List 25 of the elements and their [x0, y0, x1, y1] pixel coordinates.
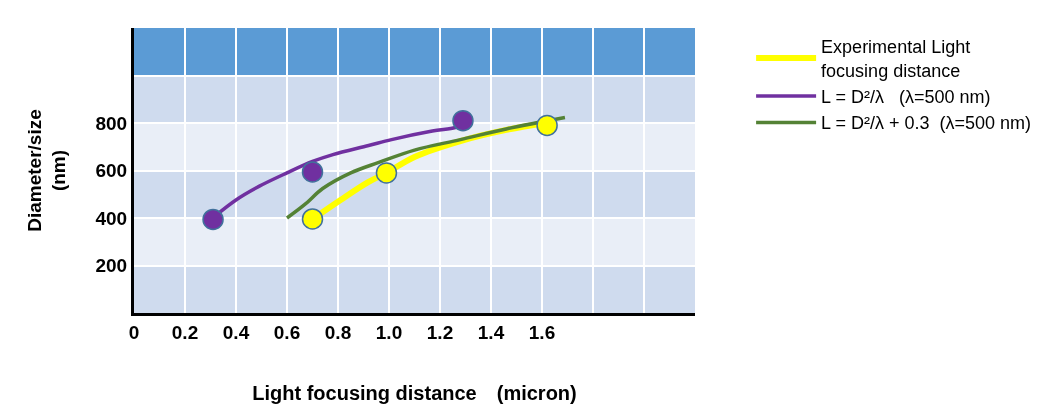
point: [375, 162, 398, 184]
x-tick-label: 0.2: [171, 321, 199, 343]
legend-label: Experimental Light focusing distance: [821, 37, 971, 81]
x-tick-label: 1.6: [528, 321, 556, 343]
point: [452, 109, 474, 132]
point: [202, 208, 224, 231]
line-series: [285, 115, 567, 220]
point: [301, 161, 324, 183]
point: [301, 208, 324, 230]
y-tick-label: 600: [95, 160, 128, 182]
legend-label: L = D²/λ (λ=500 nm): [821, 87, 991, 108]
y-tick-label: 400: [95, 207, 128, 229]
x-tick-label: 0.8: [324, 321, 352, 343]
y-axis-title: Diameter/size (nm): [23, 109, 70, 232]
y-tick-label: 800: [95, 112, 128, 134]
legend-label: L = D²/λ + 0.3 (λ=500 nm): [821, 113, 1032, 134]
point: [536, 114, 558, 137]
x-tick-label: 1.2: [426, 321, 454, 343]
x-axis-title: Light focusing distance (micron): [252, 382, 577, 405]
x-tick-label: 0.4: [222, 321, 250, 343]
x-tick-label: 1.4: [477, 321, 505, 343]
x-tick-label: 1.0: [375, 321, 403, 343]
x-tick-label: 0.6: [273, 321, 301, 343]
y-tick-label: 200: [95, 255, 128, 277]
x-tick-label: 0: [128, 321, 140, 343]
